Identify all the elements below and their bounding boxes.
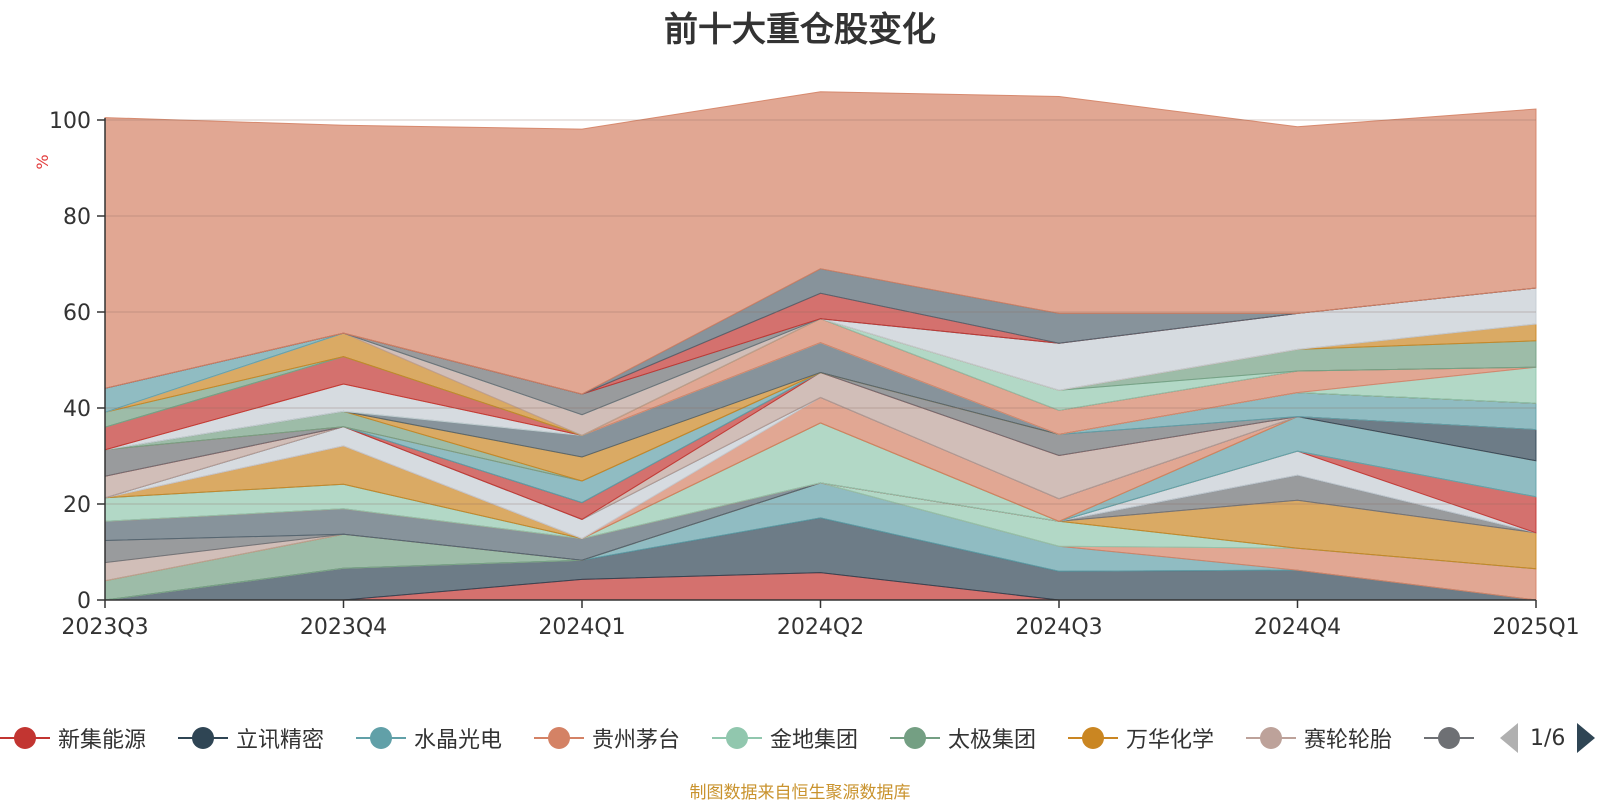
y-axis-label: % (33, 154, 52, 169)
legend-item[interactable]: 金地集团 (712, 718, 858, 758)
stacked-area-chart: 0 20 40 60 80 100 2023Q3 2023Q4 2024Q1 2024Q2 2024… (33, 91, 1580, 640)
legend-label: 新集能源 (58, 728, 147, 753)
y-tick-label-60: 60 (63, 301, 91, 326)
legend-item[interactable]: 新集能源 (0, 718, 146, 758)
legend-item[interactable]: 贵州茅台 (534, 718, 680, 758)
legend-marker-icon (534, 724, 584, 752)
legend-pager: 1/6 (1500, 718, 1596, 758)
legend-label: 万华化学 (1126, 728, 1215, 753)
legend-items: 新集能源 立讯精密 水晶光电 贵州茅台 金地集团 太极集团 万华化学 赛轮轮胎 (0, 718, 1476, 758)
legend-marker-icon (356, 724, 406, 752)
y-tick-label-100: 100 (49, 109, 91, 134)
legend-marker-icon (178, 724, 228, 752)
y-tick-label-20: 20 (63, 493, 91, 518)
data-source-note: 制图数据来自恒生聚源数据库 (689, 783, 911, 803)
legend-label: 贵州茅台 (592, 728, 681, 753)
legend-label: 太极集团 (948, 728, 1037, 753)
y-tick-label-0: 0 (77, 589, 91, 614)
legend-label: 立讯精密 (236, 728, 325, 753)
area-series-39 (104, 91, 1537, 395)
legend-label: 水晶光电 (414, 728, 503, 753)
legend-marker-icon (890, 724, 940, 752)
x-tick-label-3: 2024Q2 (777, 615, 864, 640)
legend-item[interactable]: 赛轮轮胎 (1246, 718, 1392, 758)
legend-label: 金地集团 (770, 728, 859, 753)
legend-marker-icon (712, 724, 762, 752)
legend-prev-page-icon[interactable] (1500, 723, 1518, 753)
y-tick-label-80: 80 (63, 205, 91, 230)
legend-next-page-icon[interactable] (1577, 723, 1596, 753)
legend-marker-icon (1246, 724, 1296, 752)
legend-item[interactable]: 万华化学 (1068, 718, 1214, 758)
x-tick-label-0: 2023Q3 (61, 615, 148, 640)
legend-marker-icon (0, 724, 50, 752)
x-tick-label-2: 2024Q1 (538, 615, 625, 640)
legend-item-truncated[interactable] (1424, 718, 1474, 758)
legend-marker-icon (1068, 724, 1118, 752)
x-tick-label-1: 2023Q4 (300, 615, 387, 640)
legend-page-indicator: 1/6 (1530, 725, 1566, 751)
area-series-group (104, 91, 1537, 601)
legend-marker-icon (1424, 724, 1474, 752)
x-tick-label-6: 2025Q1 (1492, 615, 1579, 640)
chart-title: 前十大重仓股变化 (664, 10, 936, 50)
legend-label: 赛轮轮胎 (1304, 728, 1393, 753)
x-tick-label-4: 2024Q3 (1015, 615, 1102, 640)
legend: 新集能源 立讯精密 水晶光电 贵州茅台 金地集团 太极集团 万华化学 赛轮轮胎 (0, 718, 1600, 758)
axes: 0 20 40 60 80 100 2023Q3 2023Q4 2024Q1 2024Q2 2024… (33, 109, 1580, 640)
x-tick-label-5: 2024Q4 (1254, 615, 1341, 640)
legend-item[interactable]: 太极集团 (890, 718, 1036, 758)
y-tick-label-40: 40 (63, 397, 91, 422)
legend-item[interactable]: 立讯精密 (178, 718, 324, 758)
legend-item[interactable]: 水晶光电 (356, 718, 502, 758)
